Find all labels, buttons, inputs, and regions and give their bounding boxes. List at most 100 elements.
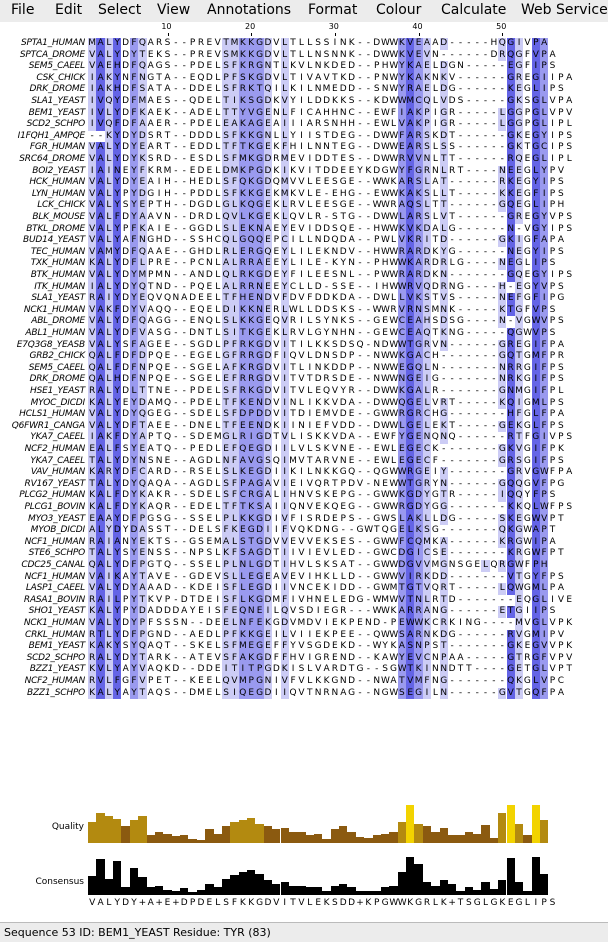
residue: Q bbox=[506, 328, 515, 340]
sequence-id[interactable]: ABL_DROME bbox=[31, 316, 85, 327]
sequence-id[interactable]: RV167_YEAST bbox=[24, 478, 86, 489]
sequence-id[interactable]: BZZ1_SCHPO bbox=[26, 687, 85, 698]
sequence-id[interactable]: I1FQH1_AMPQE bbox=[17, 130, 86, 141]
residue: - bbox=[358, 629, 362, 640]
residue: S bbox=[164, 618, 171, 628]
sequence-id[interactable]: CRKL_HUMAN bbox=[25, 629, 85, 640]
sequence-id[interactable]: SRC64_DROME bbox=[19, 154, 85, 164]
sequence-id[interactable]: BEM1_YEAST bbox=[28, 641, 86, 652]
residue: E bbox=[206, 107, 213, 118]
menu-edit[interactable]: Edit bbox=[55, 2, 83, 18]
residue: Y bbox=[113, 177, 122, 189]
sequence-id[interactable]: SEM5_CAEEL bbox=[28, 362, 85, 373]
sequence-id[interactable]: PLCG2_HUMAN bbox=[19, 490, 85, 501]
residue: V bbox=[414, 154, 423, 166]
sequence-id[interactable]: ITK_HUMAN bbox=[34, 281, 85, 292]
residue: D bbox=[122, 386, 130, 396]
sequence-id[interactable]: Q6FWR1_CANGA bbox=[11, 420, 85, 431]
menu-view[interactable]: View bbox=[157, 2, 191, 18]
sequence-id[interactable]: NCF2_HUMAN bbox=[24, 444, 86, 454]
sequence-id[interactable]: BLK_MOUSE bbox=[32, 212, 85, 222]
residue: T bbox=[506, 304, 515, 317]
sequence-id[interactable]: DRK_DROME bbox=[29, 374, 85, 385]
residue: S bbox=[189, 513, 196, 524]
residue: V bbox=[298, 455, 305, 466]
residue: A bbox=[147, 490, 154, 501]
sequence-id[interactable]: BOI2_YEAST bbox=[32, 165, 85, 176]
sequence-id[interactable]: MYOC_DICDI bbox=[30, 397, 86, 408]
residue: V bbox=[96, 119, 105, 131]
residue: - bbox=[483, 142, 488, 153]
sequence-id[interactable]: YKA7_CAEEL bbox=[30, 455, 85, 466]
sequence-id[interactable]: SLA1_YEAST bbox=[31, 96, 85, 106]
sequence-id[interactable]: YKA7_CAEEL bbox=[30, 432, 85, 443]
residue: K bbox=[247, 316, 256, 328]
sequence-id[interactable]: MYO3_YEAST bbox=[28, 513, 85, 524]
sequence-id[interactable]: LCK_CHICK bbox=[37, 200, 85, 211]
sequence-id[interactable]: BEM1_YEAST bbox=[28, 107, 86, 118]
sequence-id[interactable]: HSE1_YEAST bbox=[30, 386, 85, 396]
sequence-id[interactable]: BTK_HUMAN bbox=[30, 270, 85, 280]
sequence-id[interactable]: NCK1_HUMAN bbox=[23, 304, 85, 315]
sequence-id[interactable]: E7Q3G8_YEASB bbox=[16, 339, 85, 350]
residue: D bbox=[439, 316, 448, 328]
residue: P bbox=[549, 339, 556, 350]
residue: A bbox=[96, 594, 105, 607]
menu-select[interactable]: Select bbox=[98, 2, 142, 18]
sequence-id[interactable]: FGR_HUMAN bbox=[29, 142, 85, 153]
residue: V bbox=[549, 618, 556, 628]
residue: W bbox=[389, 142, 399, 153]
sequence-id[interactable]: SLA1_YEAST bbox=[31, 293, 85, 304]
sequence-id[interactable]: PLCG1_BOVIN bbox=[24, 502, 85, 512]
sequence-id[interactable]: NCK1_HUMAN bbox=[23, 618, 85, 628]
sequence-id[interactable]: MYOB_DICDI bbox=[30, 525, 86, 536]
residue: T bbox=[323, 130, 330, 141]
sequence-id[interactable]: SEM5_CAEEL bbox=[28, 61, 85, 72]
sequence-id[interactable]: LASP1_CAEEL bbox=[25, 583, 85, 594]
residue: - bbox=[467, 629, 471, 640]
sequence-id[interactable]: DRK_DROME bbox=[29, 84, 85, 95]
sequence-id[interactable]: CSK_CHICK bbox=[36, 72, 85, 83]
sequence-id[interactable]: BZZ1_YEAST bbox=[29, 664, 85, 675]
sequence-id[interactable]: NCF1_HUMAN bbox=[24, 571, 86, 582]
residue: W bbox=[380, 38, 390, 48]
sequence-id[interactable]: HCLS1_HUMAN bbox=[19, 409, 85, 420]
sequence-id[interactable]: NCF2_HUMAN bbox=[24, 676, 86, 686]
residue: - bbox=[182, 536, 186, 547]
sequence-id[interactable]: LYN_HUMAN bbox=[31, 188, 85, 199]
sequence-id[interactable]: RASA1_BOVIN bbox=[23, 594, 85, 605]
menu-annotations[interactable]: Annotations bbox=[207, 2, 292, 18]
sequence-id[interactable]: BTKL_DROME bbox=[26, 223, 85, 234]
residue: W bbox=[389, 281, 399, 292]
menu-calculate[interactable]: Calculate bbox=[441, 2, 507, 18]
sequence-id[interactable]: HCK_HUMAN bbox=[29, 177, 85, 188]
sequence-id[interactable]: SCD2_SCHPO bbox=[26, 652, 86, 663]
residue: - bbox=[182, 84, 186, 95]
sequence-id[interactable]: SPTA1_HUMAN bbox=[20, 38, 85, 48]
residue: - bbox=[483, 502, 488, 512]
menu-file[interactable]: File bbox=[11, 2, 35, 18]
sequence-id[interactable]: SCD2_SCHPO bbox=[26, 119, 86, 130]
sequence-id[interactable]: SPTCA_DROME bbox=[19, 49, 85, 60]
residue: E bbox=[290, 154, 296, 164]
residue: R bbox=[506, 432, 515, 444]
consensus-bar bbox=[247, 870, 256, 895]
residue: S bbox=[558, 281, 564, 292]
sequence-id[interactable]: BUD14_YEAST bbox=[23, 235, 85, 246]
menu-web-service[interactable]: Web Service bbox=[521, 2, 608, 18]
residue: - bbox=[174, 455, 178, 466]
sequence-id[interactable]: ABL1_HUMAN bbox=[25, 328, 85, 338]
sequence-id[interactable]: STE6_SCHPO bbox=[28, 548, 86, 559]
residue: - bbox=[492, 328, 496, 338]
sequence-id[interactable]: NCF1_HUMAN bbox=[24, 536, 86, 547]
sequence-id[interactable]: VAV_HUMAN bbox=[30, 467, 85, 478]
sequence-id[interactable]: TEC_HUMAN bbox=[30, 246, 85, 257]
menu-format[interactable]: Format bbox=[308, 2, 358, 18]
sequence-id[interactable]: GRB2_CHICK bbox=[29, 351, 85, 362]
residue: V bbox=[298, 444, 305, 454]
sequence-id[interactable]: TXK_HUMAN bbox=[30, 258, 85, 269]
sequence-id[interactable]: SHO1_YEAST bbox=[28, 606, 86, 617]
residue: S bbox=[221, 223, 231, 236]
sequence-id[interactable]: CDC25_CANAL bbox=[21, 560, 85, 570]
menu-colour[interactable]: Colour bbox=[376, 2, 422, 18]
